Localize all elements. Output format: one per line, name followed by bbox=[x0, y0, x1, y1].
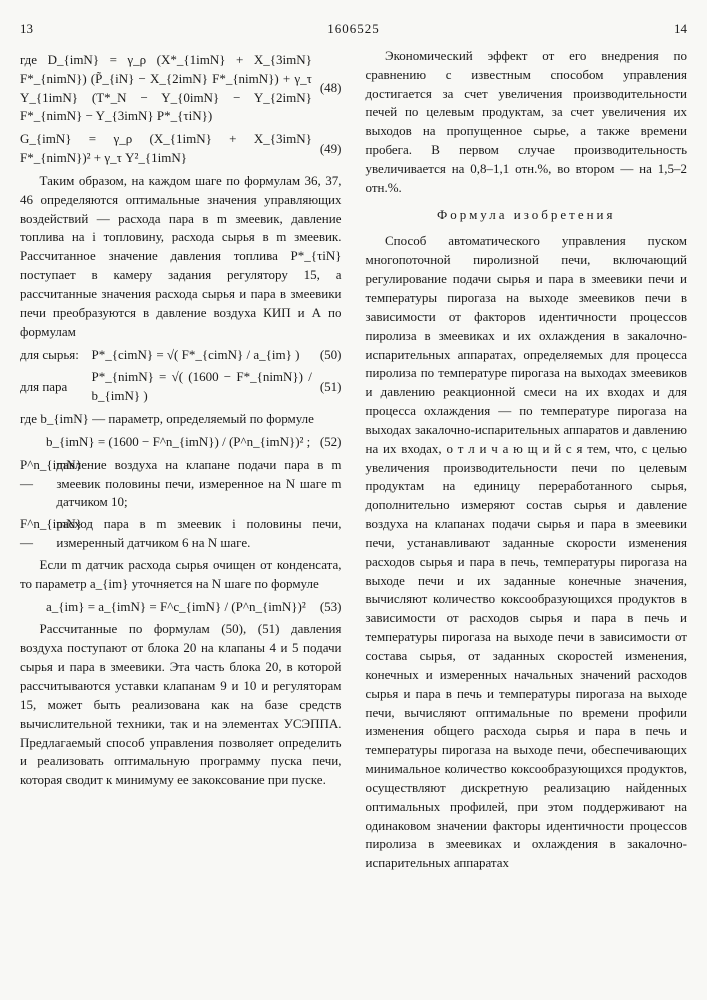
page-header: 13 1606525 14 bbox=[20, 20, 687, 39]
para-1: Таким образом, на каждом шаге по формула… bbox=[20, 172, 342, 342]
para-3: Если m датчик расхода сырья очищен от ко… bbox=[20, 556, 342, 594]
eq51-label: для пара bbox=[20, 378, 92, 397]
para-4: Рассчитанные по формулам (50), (51) давл… bbox=[20, 620, 342, 790]
formula-title: Формула изобретения bbox=[366, 206, 688, 225]
eq51: для пара P*_{nimN} = √( (1600 − F*_{nimN… bbox=[20, 368, 342, 406]
page-body: где D_{imN} = γ_ρ (X*_{1imN} + X_{3imN} … bbox=[20, 47, 687, 877]
right-column: Экономический эффект от его внедрения по… bbox=[366, 47, 688, 877]
eq53: a_{im} = a_{imN} = F^c_{imN} / (P^n_{imN… bbox=[20, 598, 342, 617]
pagenum-left: 13 bbox=[20, 20, 33, 39]
doc-number: 1606525 bbox=[327, 20, 380, 39]
eq52: b_{imN} = (1600 − F^n_{imN}) / (P^n_{imN… bbox=[20, 433, 342, 452]
eq48: где D_{imN} = γ_ρ (X*_{1imN} + X_{3imN} … bbox=[20, 51, 342, 126]
eq49: G_{imN} = γ_ρ (X_{1imN} + X_{3imN} F*_{n… bbox=[20, 130, 342, 168]
r-para-1: Экономический эффект от его внедрения по… bbox=[366, 47, 688, 198]
eq50-label: для сырья: bbox=[20, 346, 92, 365]
left-column: где D_{imN} = γ_ρ (X*_{1imN} + X_{3imN} … bbox=[20, 47, 342, 877]
def-f: F^n_{imN} — расход пара в m змеевик i по… bbox=[20, 515, 342, 553]
r-para-2: Способ автоматического управления пуском… bbox=[366, 232, 688, 873]
pagenum-right: 14 bbox=[674, 20, 687, 39]
eq50: для сырья: P*_{cimN} = √( F*_{cimN} / a_… bbox=[20, 346, 342, 365]
para-2: где b_{imN} — параметр, определяемый по … bbox=[20, 410, 342, 429]
def-p: P^n_{imN} — давление воздуха на клапане … bbox=[20, 456, 342, 513]
